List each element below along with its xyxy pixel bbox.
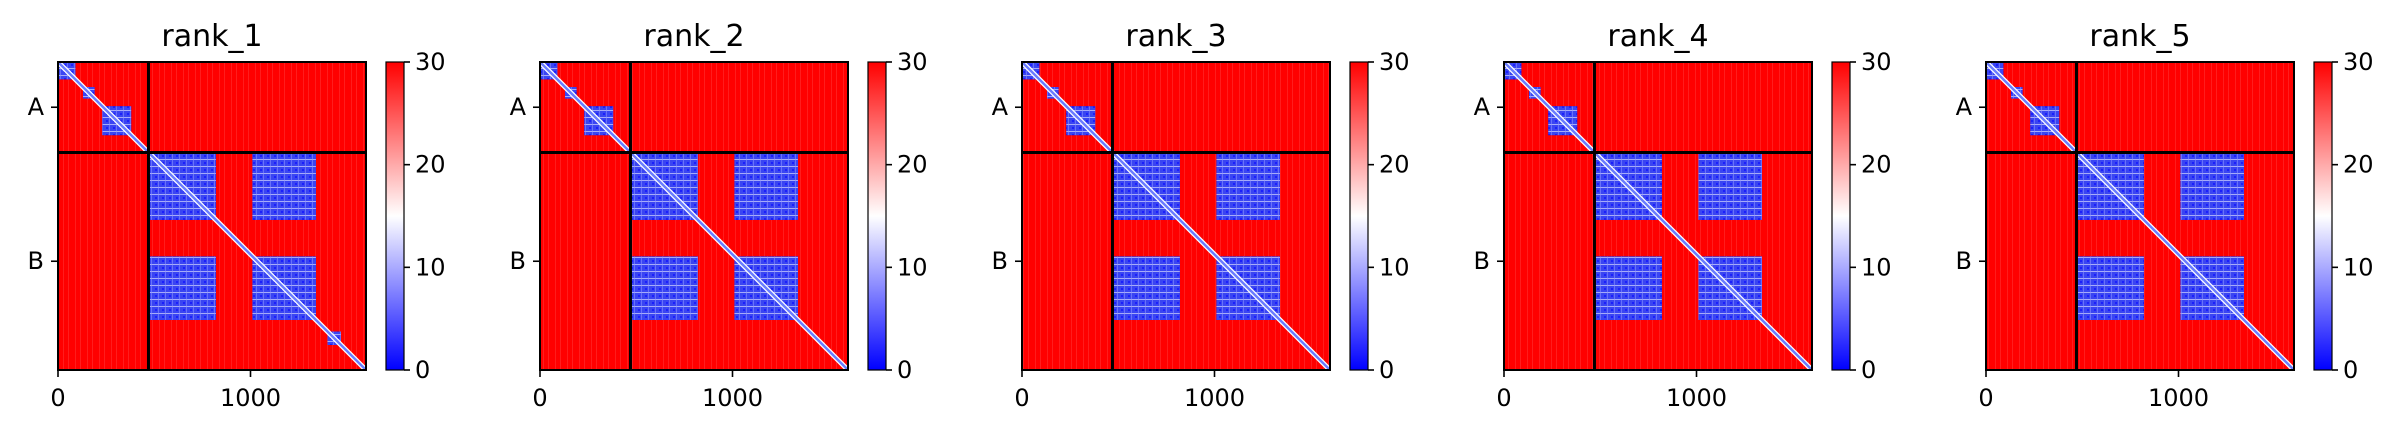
colorbar-frame <box>1831 61 1851 371</box>
x-tick-label: 1000 <box>2148 384 2209 412</box>
panel-4: rank_4 A B 0 1000 0 10 20 30 <box>1474 19 1892 412</box>
colorbar-frame <box>1349 61 1369 371</box>
x-tick-label: 1000 <box>1666 384 1727 412</box>
colorbar-tick-label: 10 <box>897 253 928 281</box>
y-tick-label: A <box>1474 93 1491 121</box>
plot-frame <box>57 61 367 371</box>
plot-frame <box>1021 61 1331 371</box>
low-error-texture <box>734 152 798 220</box>
y-tick-label: B <box>1956 247 1972 275</box>
y-tick-label: B <box>1474 247 1490 275</box>
colorbar-tick-label: 0 <box>415 356 430 384</box>
panel-5: rank_5 A B 0 1000 0 10 20 30 <box>1956 19 2374 412</box>
colorbar <box>1350 62 1368 370</box>
y-tick-label: A <box>1956 93 1973 121</box>
diagonal-line <box>1503 61 1813 371</box>
x-tick-label: 0 <box>50 384 65 412</box>
diagonal-line <box>539 61 849 371</box>
y-tick-label: B <box>510 247 526 275</box>
colorbar-tick-label: 10 <box>2343 253 2374 281</box>
y-tick-label: A <box>510 93 527 121</box>
low-error-texture <box>1112 256 1180 320</box>
panel-3: rank_3 A B 0 1000 0 10 20 30 <box>992 19 1410 412</box>
x-tick-label: 1000 <box>702 384 763 412</box>
y-tick-label: B <box>992 247 1008 275</box>
diagonal-line <box>57 61 367 371</box>
colorbar-tick-label: 20 <box>1379 151 1410 179</box>
low-error-texture <box>1698 152 1762 220</box>
colorbar-tick-label: 20 <box>415 151 446 179</box>
x-tick-label: 1000 <box>1184 384 1245 412</box>
colorbar-frame <box>2313 61 2333 371</box>
colorbar <box>2314 62 2332 370</box>
x-tick-label: 0 <box>1014 384 1029 412</box>
colorbar-tick-label: 20 <box>897 151 928 179</box>
colorbar-tick-label: 20 <box>2343 151 2374 179</box>
x-tick-label: 0 <box>532 384 547 412</box>
colorbar-tick-label: 0 <box>2343 356 2358 384</box>
y-tick-label: A <box>28 93 45 121</box>
colorbar-tick-label: 30 <box>1379 48 1410 76</box>
low-error-texture <box>148 256 216 320</box>
colorbar-tick-label: 0 <box>897 356 912 384</box>
colorbar <box>868 62 886 370</box>
plot-frame <box>1503 61 1813 371</box>
x-tick-label: 0 <box>1978 384 1993 412</box>
colorbar-tick-label: 30 <box>2343 48 2374 76</box>
diagonal-line <box>1021 61 1331 371</box>
colorbar-tick-label: 20 <box>1861 151 1892 179</box>
plot-frame <box>539 61 849 371</box>
colorbar-tick-label: 10 <box>415 253 446 281</box>
colorbar <box>1832 62 1850 370</box>
colorbar-frame <box>867 61 887 371</box>
low-error-texture <box>2076 256 2144 320</box>
low-error-texture <box>2180 152 2244 220</box>
colorbar-tick-label: 10 <box>1861 253 1892 281</box>
panel-title: rank_4 <box>1607 19 1708 54</box>
panel-1: rank_1 A B 0 1000 0 10 20 30 <box>28 19 446 412</box>
low-error-texture <box>630 256 698 320</box>
y-tick-label: B <box>28 247 44 275</box>
colorbar-tick-label: 30 <box>897 48 928 76</box>
y-tick-label: A <box>992 93 1009 121</box>
x-tick-label: 0 <box>1496 384 1511 412</box>
colorbar <box>386 62 404 370</box>
x-tick-label: 1000 <box>220 384 281 412</box>
colorbar-tick-label: 30 <box>1861 48 1892 76</box>
low-error-texture <box>252 152 316 220</box>
low-error-texture <box>1216 152 1280 220</box>
colorbar-tick-label: 30 <box>415 48 446 76</box>
panel-title: rank_2 <box>643 19 744 54</box>
colorbar-frame <box>385 61 405 371</box>
panel-title: rank_1 <box>161 19 262 54</box>
plot-frame <box>1985 61 2295 371</box>
colorbar-tick-label: 0 <box>1379 356 1394 384</box>
diagonal-line <box>1985 61 2295 371</box>
panel-title: rank_3 <box>1125 19 1226 54</box>
low-error-texture <box>1594 256 1662 320</box>
panel-title: rank_5 <box>2089 19 2190 54</box>
colorbar-tick-label: 0 <box>1861 356 1876 384</box>
panel-2: rank_2 A B 0 1000 0 10 20 30 <box>510 19 928 412</box>
colorbar-tick-label: 10 <box>1379 253 1410 281</box>
